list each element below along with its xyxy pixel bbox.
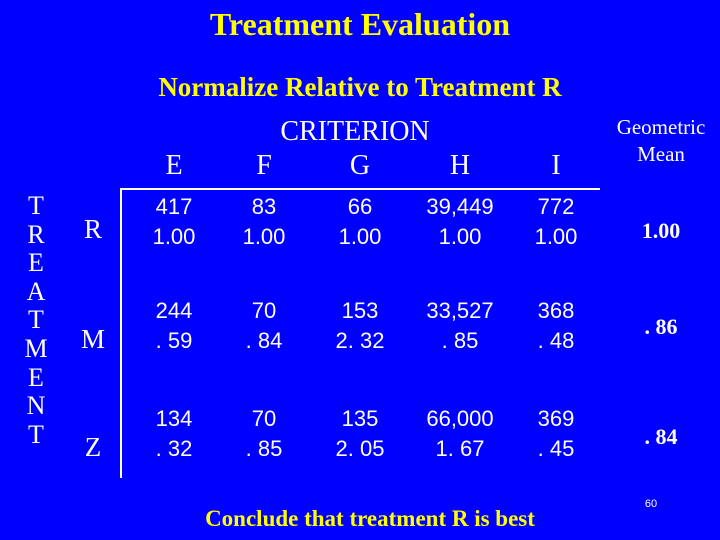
table-frame [120,188,600,478]
cell-normalized: 1.00 [534,224,578,249]
row-label-z: Z [84,432,102,462]
geometric-mean-header-line1: Geometric [616,115,706,139]
cell-value: 368 [537,298,575,323]
table-cell: 244 . 59 [128,296,220,356]
cell-normalized: 1.00 [338,224,382,249]
criterion-header: CRITERION [280,116,430,147]
slide-subtitle: Normalize Relative to Treatment R [158,72,562,102]
cell-value: 134 [155,406,193,431]
table-cell: 368 . 48 [510,296,602,356]
column-header-f: F [256,150,272,181]
treatment-letter: T [28,191,44,220]
cell-normalized: . 85 [441,328,479,353]
cell-value: 66 [347,194,373,219]
cell-value: 83 [251,194,277,219]
geometric-mean-m: . 86 [644,314,678,339]
column-header-e: E [165,150,183,181]
table-cell: 369 . 45 [510,404,602,464]
table-cell: 66,000 1. 67 [414,404,506,464]
cell-normalized: . 84 [245,328,283,353]
cell-value: 70 [251,298,277,323]
cell-normalized: 1.00 [242,224,286,249]
cell-value: 417 [155,194,193,219]
treatment-letter: E [28,248,44,278]
cell-normalized: 1.00 [438,224,482,249]
cell-normalized: 1. 67 [435,436,485,461]
treatment-axis-label: T R E A T M E N T [24,191,48,449]
table-cell: 70 . 84 [218,296,310,356]
column-header-i: I [551,150,561,181]
cell-normalized: . 45 [537,436,575,461]
cell-normalized: 1.00 [152,224,196,249]
cell-value: 33,527 [426,298,494,323]
cell-value: 39,449 [426,194,494,219]
cell-value: 244 [155,298,193,323]
page-number: 60 [644,498,658,510]
cell-normalized: . 32 [155,436,193,461]
table-cell: 83 1.00 [218,192,310,252]
table-cell: 417 1.00 [128,192,220,252]
geometric-mean-header-line2: Mean [637,142,685,166]
treatment-letter: R [27,219,45,249]
cell-normalized: . 48 [537,328,575,353]
geometric-mean-header: Geometric Mean [602,114,720,168]
cell-normalized: . 85 [245,436,283,461]
table-cell: 135 2. 05 [314,404,406,464]
treatment-letter: T [28,305,44,335]
conclusion-text: Conclude that treatment R is best [205,506,535,531]
treatment-letter: M [24,333,48,363]
cell-value: 369 [537,406,575,431]
table-cell: 70 . 85 [218,404,310,464]
cell-value: 66,000 [426,406,494,431]
table-cell: 39,449 1.00 [414,192,506,252]
table-cell: 772 1.00 [510,192,602,252]
column-header-g: G [349,150,371,181]
cell-value: 153 [341,298,379,323]
row-label-m: M [80,324,105,354]
treatment-letter: T [28,419,44,449]
cell-normalized: 2. 05 [335,436,385,461]
cell-value: 135 [341,406,379,431]
treatment-letter: E [28,362,44,392]
row-label-r: R [83,214,102,244]
table-cell: 33,527 . 85 [414,296,506,356]
slide-title: Treatment Evaluation [209,6,511,42]
cell-value: 70 [251,406,277,431]
cell-normalized: 2. 32 [335,328,385,353]
column-header-h: H [449,150,471,181]
cell-value: 772 [537,194,575,219]
table-cell: 134 . 32 [128,404,220,464]
cell-normalized: . 59 [155,328,193,353]
table-cell: 153 2. 32 [314,296,406,356]
treatment-letter: A [26,276,46,306]
geometric-mean-r: 1.00 [641,218,681,243]
geometric-mean-z: . 84 [644,424,678,449]
treatment-letter: N [26,391,46,421]
table-cell: 66 1.00 [314,192,406,252]
